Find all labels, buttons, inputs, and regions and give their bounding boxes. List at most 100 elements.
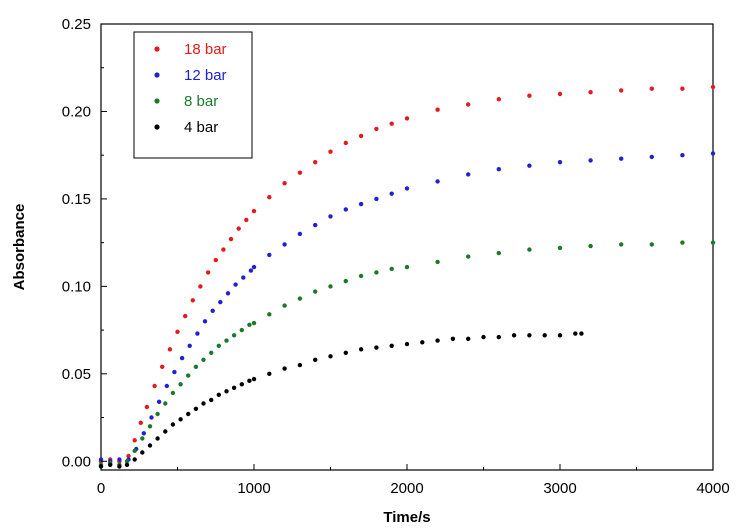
data-point	[710, 84, 716, 90]
data-point	[297, 362, 303, 368]
data-point	[496, 250, 501, 256]
data-point	[267, 371, 272, 376]
data-point	[251, 320, 257, 326]
data-point	[481, 334, 486, 340]
data-point	[155, 436, 160, 441]
data-point	[108, 462, 113, 467]
data-point	[404, 116, 410, 121]
data-point	[466, 172, 471, 177]
data-point	[557, 91, 563, 97]
data-point	[144, 404, 150, 410]
y-tick-label: 0.10	[62, 278, 91, 295]
legend-label: 18 bar	[184, 41, 227, 58]
data-point	[710, 240, 716, 245]
data-point	[172, 369, 177, 375]
data-point	[282, 366, 287, 371]
data-point	[126, 453, 131, 459]
y-tick-label: 0.20	[62, 103, 91, 120]
data-point	[374, 345, 379, 350]
data-point	[241, 275, 246, 280]
data-point	[239, 382, 244, 387]
data-point	[239, 327, 244, 333]
data-point	[124, 462, 130, 467]
data-point	[163, 401, 168, 406]
data-point	[389, 343, 394, 348]
data-point	[313, 289, 318, 294]
legend-box	[133, 31, 253, 159]
data-point	[579, 331, 584, 336]
data-point	[282, 181, 287, 186]
data-point	[141, 431, 146, 436]
data-point	[187, 343, 192, 348]
data-point	[190, 298, 195, 303]
data-point	[186, 411, 191, 417]
data-point	[213, 257, 218, 263]
data-point	[343, 140, 348, 146]
data-point	[389, 121, 394, 126]
data-point	[251, 264, 257, 270]
data-point	[297, 170, 303, 175]
data-point	[195, 331, 200, 336]
data-point	[156, 399, 162, 404]
data-point	[198, 284, 203, 289]
series-8-bar	[98, 240, 716, 467]
data-point	[282, 303, 287, 308]
data-point	[225, 291, 231, 296]
data-point	[149, 415, 154, 420]
data-point	[328, 214, 333, 219]
data-point	[201, 357, 206, 362]
data-point	[244, 217, 249, 223]
data-point	[147, 443, 153, 448]
data-point	[209, 350, 214, 355]
data-point	[178, 417, 183, 422]
data-point	[496, 167, 501, 172]
legend-label: 8 bar	[184, 93, 218, 110]
data-point	[231, 333, 237, 338]
data-point	[221, 247, 226, 252]
data-point	[124, 459, 130, 464]
x-tick-label: 2000	[390, 480, 423, 497]
x-tick-label: 3000	[543, 480, 576, 497]
data-point	[193, 406, 199, 411]
data-point	[466, 254, 471, 259]
data-point	[435, 179, 440, 184]
data-point	[343, 278, 348, 284]
data-point	[649, 242, 654, 247]
data-point	[231, 385, 237, 390]
data-point	[251, 376, 257, 382]
series-12-bar	[98, 151, 716, 464]
data-point	[557, 160, 563, 165]
data-point	[527, 247, 532, 252]
data-point	[132, 438, 137, 443]
data-point	[228, 236, 234, 242]
data-point	[183, 313, 188, 319]
data-point	[313, 160, 318, 165]
y-tick-label: 0.15	[62, 191, 91, 208]
data-point	[205, 270, 211, 275]
data-point	[358, 273, 364, 279]
data-point	[248, 268, 254, 273]
data-point	[247, 378, 252, 383]
data-point	[267, 195, 272, 200]
data-point	[193, 364, 199, 369]
data-point	[358, 133, 364, 139]
data-point	[210, 308, 215, 313]
data-point	[170, 422, 176, 427]
x-axis-title: Time/s	[383, 509, 430, 526]
data-point	[132, 448, 137, 453]
axis-ticks: 0 1000 2000 3000 4000 0.00 0.05 0.10 0.15 0.20 0.2…	[62, 16, 730, 497]
data-point	[179, 355, 185, 361]
data-point	[186, 373, 191, 378]
data-point	[132, 457, 137, 462]
data-point	[224, 338, 229, 343]
data-point	[233, 282, 238, 287]
data-point	[420, 340, 425, 345]
data-point	[496, 334, 501, 340]
data-point	[542, 333, 547, 338]
data-point	[224, 389, 229, 394]
data-points	[98, 84, 716, 469]
legend: 18 bar 12 bar 8 bar 4 bar	[133, 31, 253, 159]
data-point	[209, 397, 214, 403]
data-point	[588, 158, 593, 163]
